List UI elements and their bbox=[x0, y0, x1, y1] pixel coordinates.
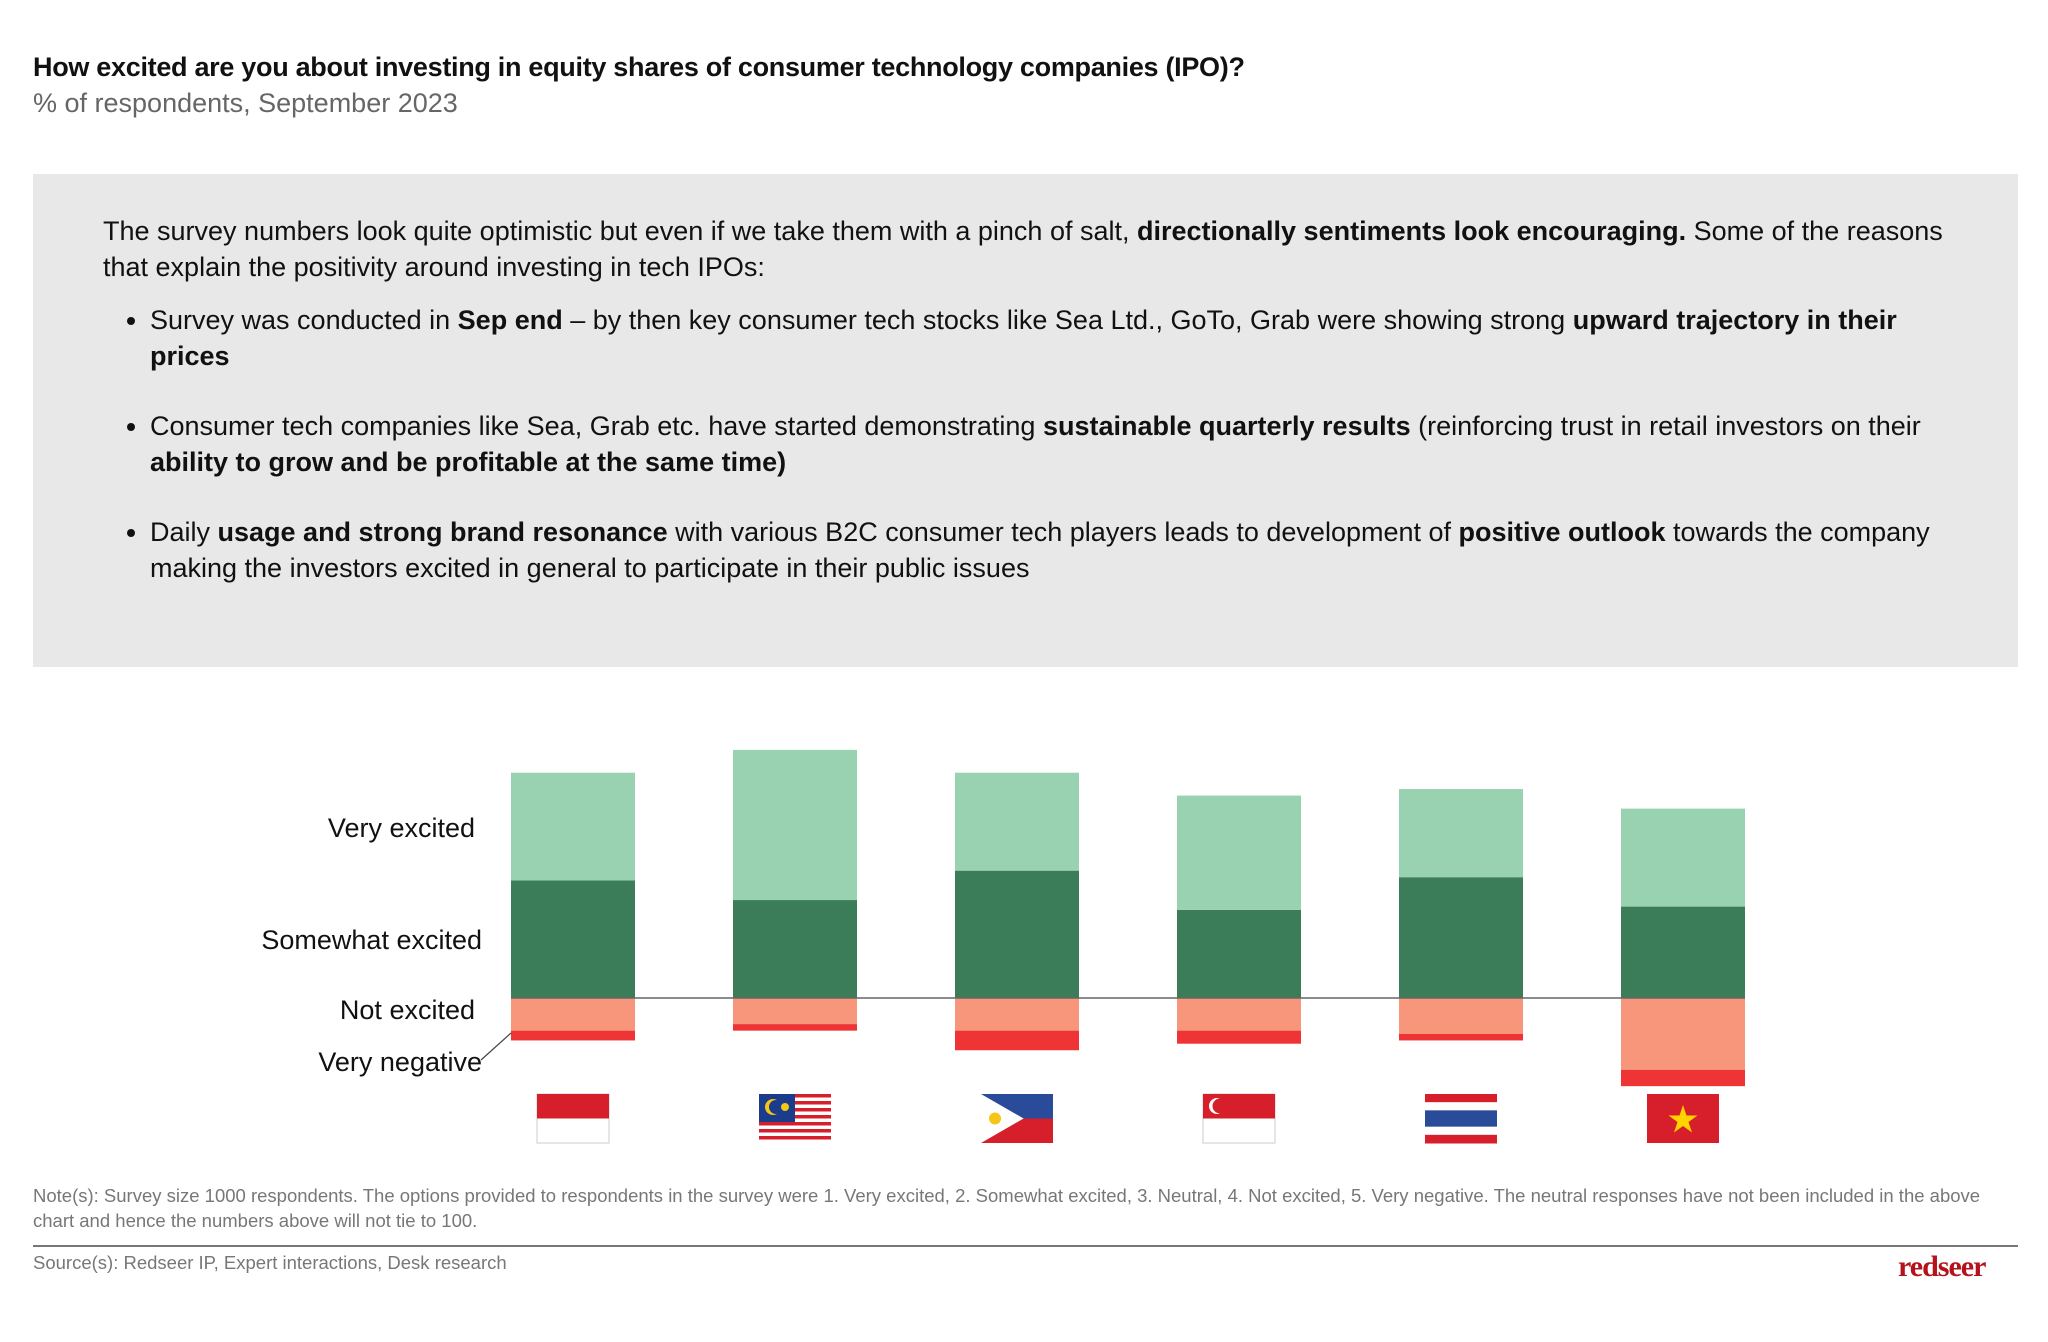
bar-not-excited bbox=[733, 998, 857, 1025]
bar-very-negative bbox=[511, 1030, 635, 1041]
bullet-item: Daily usage and strong brand resonance w… bbox=[150, 515, 1980, 586]
body-text: Consumer tech companies like Sea, Grab e… bbox=[150, 411, 1043, 441]
commentary-bullets: Survey was conducted in Sep end – by the… bbox=[103, 303, 1980, 621]
bar-not-excited bbox=[511, 998, 635, 1031]
bar-not-excited bbox=[1399, 998, 1523, 1034]
emphasis-text: Sep end bbox=[457, 305, 563, 335]
body-text: with various B2C consumer tech players l… bbox=[667, 517, 1459, 547]
bar-somewhat-excited bbox=[511, 772, 635, 881]
body-text: Daily bbox=[150, 517, 218, 547]
bar-not-excited bbox=[1177, 998, 1301, 1031]
bar-very-negative bbox=[955, 1030, 1079, 1051]
bar-not-excited bbox=[955, 998, 1079, 1031]
body-text: Survey was conducted in bbox=[150, 305, 458, 335]
bar-very-negative bbox=[733, 1024, 857, 1031]
bar-very-excited bbox=[733, 900, 857, 998]
chart-subtitle: % of respondents, September 2023 bbox=[33, 88, 458, 118]
bar-very-negative bbox=[1399, 1033, 1523, 1041]
bar-somewhat-excited bbox=[1177, 795, 1301, 910]
body-text: Some of the reasons that explain the pos… bbox=[103, 216, 1943, 282]
body-text: (reinforcing trust in retail investors o… bbox=[1410, 411, 1921, 441]
body-text: The survey numbers look quite optimistic… bbox=[103, 216, 1137, 246]
emphasis-text: ability to grow and be profitable at the… bbox=[150, 446, 787, 477]
bullet-item: Survey was conducted in Sep end – by the… bbox=[150, 303, 1980, 374]
bar-very-negative bbox=[1621, 1069, 1745, 1087]
legend-very-negative: Very negative bbox=[318, 1047, 482, 1077]
legend-not-excited: Not excited bbox=[339, 995, 475, 1025]
flag-singapore-icon bbox=[1202, 1093, 1276, 1144]
bar-somewhat-excited bbox=[955, 772, 1079, 871]
footer-divider bbox=[33, 1245, 2018, 1247]
emphasis-text: usage and strong brand resonance bbox=[217, 517, 668, 547]
emphasis-text: sustainable quarterly results bbox=[1042, 411, 1411, 441]
chart-title: How excited are you about investing in e… bbox=[33, 52, 1245, 82]
commentary-box bbox=[33, 174, 2018, 667]
bar-very-excited bbox=[1399, 877, 1523, 998]
emphasis-text: positive outlook bbox=[1458, 517, 1666, 547]
bar-somewhat-excited bbox=[1621, 808, 1745, 907]
body-text: towards the company making the investors… bbox=[150, 517, 1930, 583]
very-negative-leader-line bbox=[480, 1032, 512, 1061]
emphasis-text: upward trajectory in their prices bbox=[150, 305, 1897, 371]
bar-very-excited bbox=[955, 870, 1079, 998]
flag-thailand-icon bbox=[1425, 1094, 1497, 1144]
flag-malaysia-icon bbox=[759, 1094, 831, 1143]
stacked-bar-chart bbox=[480, 749, 1745, 1144]
legend-very-excited: Very excited bbox=[327, 813, 475, 843]
redseer-logo: redseer bbox=[1898, 1250, 1986, 1283]
bar-somewhat-excited bbox=[1399, 789, 1523, 878]
flag-vietnam-icon bbox=[1647, 1094, 1719, 1143]
bar-somewhat-excited bbox=[733, 749, 857, 901]
bar-very-excited bbox=[1177, 909, 1301, 998]
bar-not-excited bbox=[1621, 998, 1745, 1070]
flag-indonesia-icon bbox=[536, 1093, 610, 1144]
bar-very-negative bbox=[1177, 1030, 1301, 1044]
bullet-item: Consumer tech companies like Sea, Grab e… bbox=[150, 409, 1980, 480]
emphasis-text: directionally sentiments look encouragin… bbox=[1137, 216, 1687, 246]
bar-very-excited bbox=[1621, 906, 1745, 998]
footnote: Note(s): Survey size 1000 respondents. T… bbox=[33, 1185, 1981, 1231]
commentary-intro: The survey numbers look quite optimistic… bbox=[103, 214, 1953, 285]
body-text: – by then key consumer tech stocks like … bbox=[562, 305, 1573, 335]
source-text: Source(s): Redseer IP, Expert interactio… bbox=[33, 1252, 507, 1273]
legend-somewhat-excited: Somewhat excited bbox=[261, 925, 482, 955]
bar-very-excited bbox=[511, 880, 635, 998]
flag-philippines-icon bbox=[981, 1094, 1053, 1143]
